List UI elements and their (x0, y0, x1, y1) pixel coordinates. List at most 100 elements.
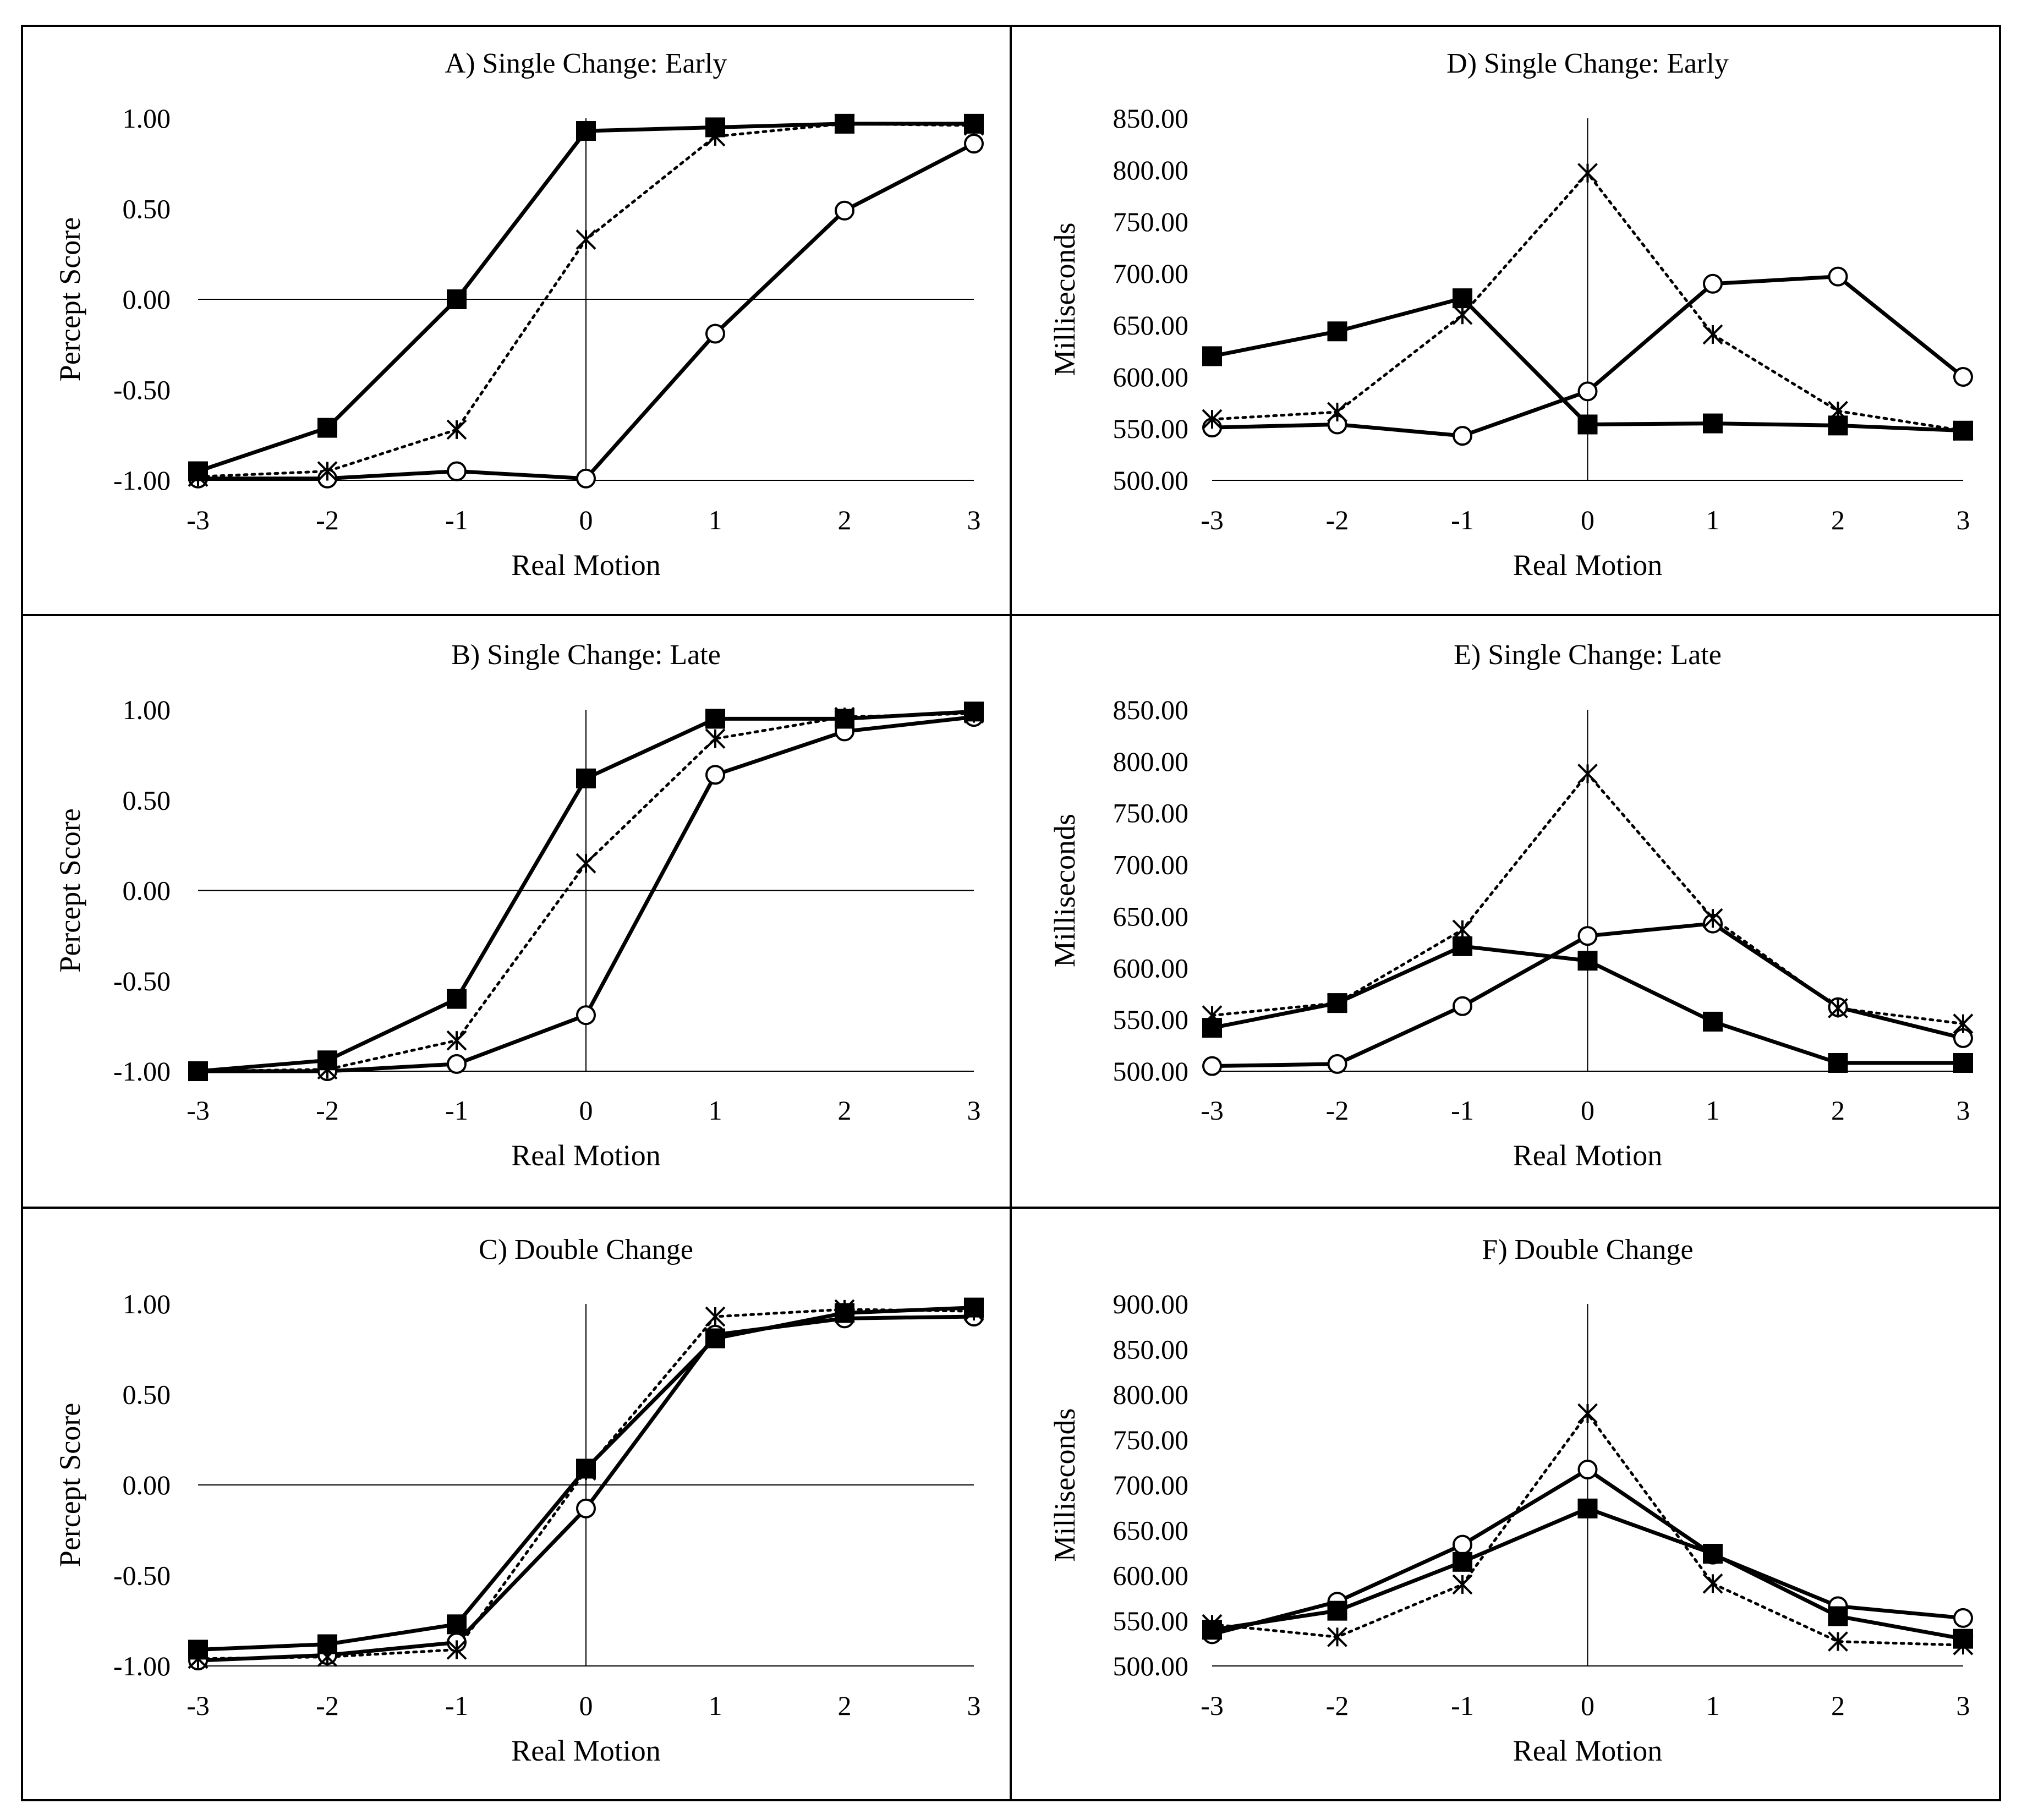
panel-a-cross-point (317, 461, 338, 481)
panel-b-ytick-label: 0.00 (123, 875, 171, 906)
panel-d-circle-point (1828, 266, 1848, 287)
panel-a-ytick-label: 1.00 (123, 103, 171, 134)
panel-b-square-point (835, 709, 854, 729)
panel-c-xtick-label: 2 (838, 1690, 852, 1721)
panel-c-square-point (576, 1459, 596, 1479)
panel-a-square-point (964, 113, 984, 134)
panel-b-xtick-label: 1 (709, 1095, 722, 1126)
panel-a-title: A) Single Change: Early (445, 48, 727, 79)
panel-d-ylabel: Milliseconds (1048, 223, 1081, 376)
panel-d-ytick-label: 850.00 (1113, 103, 1189, 134)
panel-d-cross-point (1452, 304, 1473, 325)
panel-c-ytick-label: 1.00 (123, 1289, 171, 1319)
panel-d-square-point (1703, 413, 1723, 434)
panel-d-xtick-label: 0 (1581, 505, 1594, 535)
panel-a-circle-point (835, 200, 854, 221)
panel-f-xtick-label: 2 (1831, 1690, 1845, 1721)
panel-d-circle-point (1453, 426, 1472, 446)
panel-e-cross-point (1953, 1013, 1974, 1034)
panel-f-ylabel: Milliseconds (1048, 1408, 1081, 1562)
panel-d-ytick-label: 550.00 (1113, 413, 1189, 444)
panel-f-xtick-label: 0 (1581, 1690, 1594, 1721)
panel-e-circle-point (1202, 1056, 1222, 1076)
panel-a-square-point (705, 117, 725, 138)
panel-f-ytick-label: 900.00 (1113, 1289, 1189, 1319)
panel-c-circle-point (576, 1498, 596, 1519)
panel-e-xtick-label: -2 (1326, 1095, 1349, 1126)
panel-f-cross-point (1702, 1573, 1723, 1594)
panel-b-xtick-label: 3 (967, 1095, 981, 1126)
panel-f-circle-point (1453, 1534, 1472, 1555)
panel-c-xlabel: Real Motion (511, 1734, 660, 1767)
panel-e-circle-point (1453, 996, 1472, 1016)
panel-a: A) Single Change: Early -1.00 -0.50 0.00 0.5… (53, 48, 984, 582)
panel-c: C) Double Change -1.00 -0.50 0.00 0.50 1.00 -3… (53, 1234, 984, 1767)
panel-d: D) Single Change: Early 500.00 550.00 600.0… (1048, 48, 1974, 582)
panel-f-cross-point (1452, 1574, 1473, 1595)
panel-f: F) Double Change 500.00 550.00 600.00 650.00… (1048, 1234, 1974, 1767)
panel-b-square-point (705, 709, 725, 729)
panel-c-ytick-label: 0.00 (123, 1470, 171, 1500)
panel-b-square-point (576, 768, 596, 788)
panel-b-square-point (964, 701, 984, 722)
panel-a-ytick-label: 0.50 (123, 194, 171, 224)
panel-a-circle-point (447, 461, 467, 481)
panel-a-xlabel: Real Motion (511, 549, 660, 582)
panel-e-square-point (1202, 1018, 1222, 1038)
panel-f-ytick-label: 700.00 (1113, 1470, 1189, 1500)
panel-d-ytick-label: 800.00 (1113, 155, 1189, 185)
panel-c-xtick-label: 0 (579, 1690, 593, 1721)
panel-d-cross-point (1702, 324, 1723, 345)
panel-c-cross-point (446, 1639, 467, 1660)
panel-f-xtick-label: 3 (1957, 1690, 1970, 1721)
panel-d-ytick-label: 650.00 (1113, 310, 1189, 341)
panel-b-cross-point (446, 1030, 467, 1051)
panel-b-square-point (188, 1061, 208, 1081)
panel-f-ytick-label: 800.00 (1113, 1379, 1189, 1410)
panel-e-ytick-label: 750.00 (1113, 798, 1189, 829)
panel-e-circle-point (1327, 1054, 1347, 1074)
panel-c-ytick-label: -1.00 (113, 1651, 171, 1681)
panel-a-square-point (447, 289, 467, 309)
panel-d-xtick-label: 3 (1957, 505, 1970, 535)
panel-b-ytick-label: -1.00 (113, 1056, 171, 1087)
panel-f-square-point (1327, 1600, 1347, 1621)
panel-f-square-point (1202, 1620, 1222, 1640)
panel-e-circle-point (1577, 926, 1598, 946)
panel-f-square-point (1453, 1552, 1472, 1572)
panel-a-circle-point (705, 324, 725, 344)
panel-a-square-point (576, 121, 596, 141)
panel-a-xtick-label: 1 (709, 505, 722, 535)
panel-e-xtick-label: 0 (1581, 1095, 1594, 1126)
panel-e-title: E) Single Change: Late (1454, 639, 1722, 671)
panel-e: E) Single Change: Late 500.00 550.00 600.00… (1048, 639, 1974, 1172)
panel-d-square-point (1953, 420, 1973, 441)
panel-c-xtick-label: 3 (967, 1690, 981, 1721)
panel-b-cross-point (705, 728, 726, 749)
panel-e-xtick-label: 3 (1957, 1095, 1970, 1126)
panel-e-ytick-label: 800.00 (1113, 746, 1189, 777)
panel-e-square-point (1828, 1052, 1848, 1073)
panel-a-xtick-label: 2 (838, 505, 852, 535)
panel-f-cross-point (1327, 1626, 1347, 1647)
panel-f-xtick-label: 1 (1706, 1690, 1720, 1721)
panel-a-cross-point (446, 419, 467, 440)
panel-b-circle-point (576, 1005, 596, 1026)
panel-c-square-point (705, 1328, 725, 1348)
panel-e-xtick-label: 2 (1831, 1095, 1845, 1126)
panel-f-ytick-label: 750.00 (1113, 1424, 1189, 1455)
panel-e-ytick-label: 700.00 (1113, 849, 1189, 880)
panel-d-xtick-label: -3 (1201, 505, 1224, 535)
panel-c-square-point (835, 1303, 854, 1323)
panel-b-ytick-label: -0.50 (113, 966, 171, 996)
panel-e-ytick-label: 500.00 (1113, 1056, 1189, 1087)
panel-c-square-point (447, 1614, 467, 1635)
panel-b-xtick-label: -2 (316, 1095, 339, 1126)
panel-b-square-point (317, 1050, 337, 1071)
panel-b-xtick-label: 0 (579, 1095, 593, 1126)
panel-a-xtick-label: -3 (187, 505, 210, 535)
panel-d-square-point (1577, 414, 1598, 435)
panel-f-xlabel: Real Motion (1513, 1734, 1662, 1767)
panel-b-ylabel: Percept Score (53, 808, 86, 972)
